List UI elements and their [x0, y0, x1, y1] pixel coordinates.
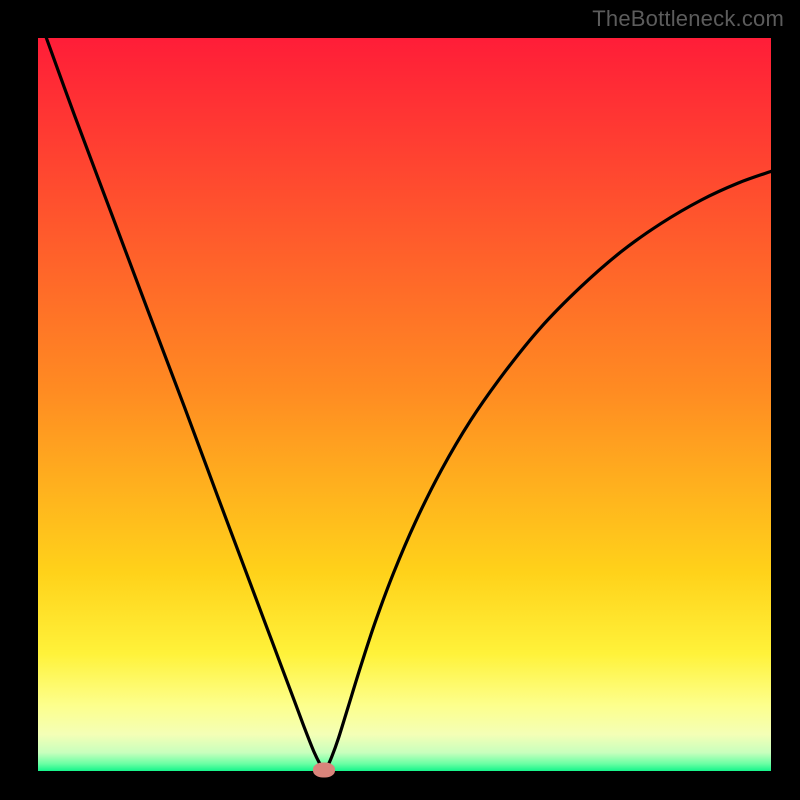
minimum-marker	[313, 762, 335, 777]
chart-plot-area	[38, 38, 771, 771]
bottleneck-curve-svg	[38, 38, 771, 771]
bottleneck-curve-line	[42, 27, 771, 770]
watermark-text: TheBottleneck.com	[592, 6, 784, 32]
